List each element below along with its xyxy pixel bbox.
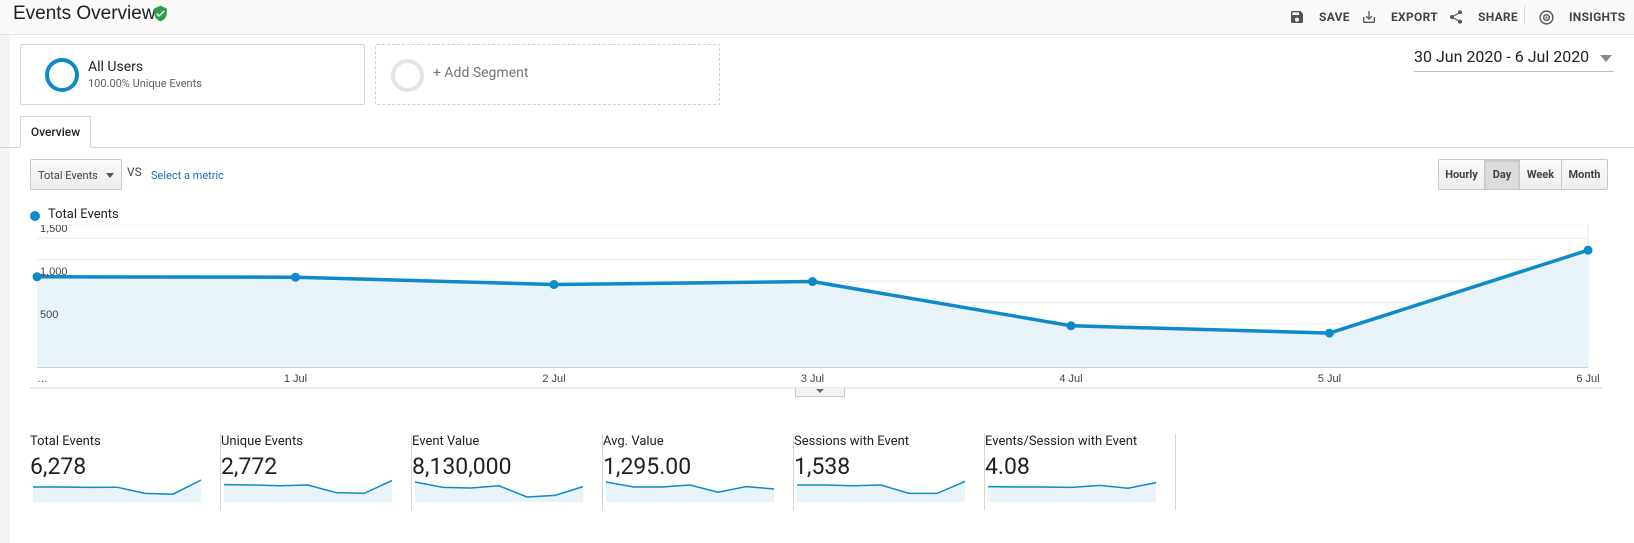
share-button[interactable]: SHARE [1448, 7, 1518, 27]
x-tick-label: … [37, 373, 48, 385]
y-tick-label: 500 [40, 309, 58, 321]
chart-collapse-handle[interactable] [795, 388, 845, 397]
metric-dropdown[interactable]: Total Events [30, 159, 122, 190]
scorecard-title: Event Value [412, 434, 480, 449]
scorecard-title: Sessions with Event [794, 434, 910, 449]
scorecard-value: 8,130,000 [412, 453, 512, 480]
scorecard[interactable]: Event Value 8,130,000 [412, 434, 603, 510]
scorecard-value: 6,278 [30, 453, 87, 480]
scorecard-sparkline [33, 479, 202, 502]
segment-name: All Users [88, 59, 144, 75]
segment-all-users[interactable]: All Users 100.00% Unique Events [20, 44, 365, 105]
data-point-4[interactable] [1066, 321, 1076, 331]
sparkline-line [223, 479, 393, 495]
chevron-down-icon [1600, 55, 1612, 62]
verified-shield-icon [154, 5, 167, 22]
sparkline-line [797, 480, 966, 495]
page-title: Events Overview [13, 3, 156, 24]
scorecard-title: Unique Events [221, 434, 303, 449]
scorecard-sparkline [414, 481, 584, 502]
insights-icon [1539, 9, 1554, 25]
tab-row-divider [0, 147, 1634, 148]
scorecard-value: 1,538 [794, 453, 851, 480]
segment-subtitle: 100.00% Unique Events [88, 77, 202, 90]
granularity-month[interactable]: Month [1561, 159, 1608, 190]
insights-button[interactable]: INSIGHTS [1538, 7, 1626, 27]
scorecard-title: Avg. Value [603, 434, 664, 449]
y-tick-label: 1,500 [40, 225, 68, 235]
chart-area-fill [37, 250, 1588, 367]
export-label: EXPORT [1391, 10, 1438, 24]
sparkline-line [605, 481, 775, 493]
chevron-down-icon [106, 173, 114, 178]
x-tick-label: 5 Jul [1318, 373, 1341, 385]
x-tick-label: 2 Jul [542, 373, 565, 385]
save-icon [1291, 11, 1303, 23]
insights-label: INSIGHTS [1569, 10, 1626, 24]
x-tick-label: 3 Jul [801, 373, 824, 385]
add-segment-label: + Add Segment [433, 65, 529, 81]
scorecard-sparkline [987, 481, 1157, 502]
date-range-picker[interactable]: 30 Jun 2020 - 6 Jul 2020 [1414, 46, 1614, 72]
legend-swatch [30, 211, 40, 221]
granularity-hourly[interactable]: Hourly [1438, 159, 1485, 190]
scorecard-sparkline [797, 480, 966, 502]
total-events-chart: 500 1,000 1,500 … 1 Jul 2 Jul 3 Jul 4 Jul 5 Jul… [30, 225, 1603, 389]
add-segment-button[interactable]: + Add Segment [375, 44, 720, 105]
granularity-week[interactable]: Week [1519, 159, 1562, 190]
segment-ring-icon [45, 58, 79, 92]
x-tick-label: 6 Jul [1576, 373, 1599, 385]
sparkline-area [33, 480, 201, 502]
vs-label: VS [127, 165, 142, 179]
data-point-6[interactable] [1583, 245, 1593, 255]
share-label: SHARE [1478, 10, 1518, 24]
granularity-day[interactable]: Day [1484, 159, 1520, 190]
sparkline-area [988, 482, 1156, 502]
metric-dropdown-value: Total Events [38, 169, 98, 182]
save-label: SAVE [1319, 10, 1350, 24]
data-point-1[interactable] [291, 272, 300, 282]
sparkline-line [33, 479, 202, 495]
sparkline-area [797, 481, 965, 502]
scorecard-title: Total Events [30, 434, 101, 449]
save-button[interactable]: SAVE [1289, 7, 1350, 27]
scorecard[interactable]: Avg. Value 1,295.00 [603, 434, 794, 510]
sparkline-line [414, 481, 584, 498]
select-metric-link[interactable]: Select a metric [151, 169, 224, 182]
y-tick-label: 1,000 [40, 266, 68, 278]
x-tick-label: 4 Jul [1059, 373, 1082, 385]
scorecard[interactable]: Events/Session with Event 4.08 [985, 434, 1176, 510]
scorecard-value: 2,772 [221, 453, 278, 480]
scorecard-value: 4.08 [985, 453, 1030, 480]
export-icon [1363, 11, 1375, 23]
x-tick-label: 1 Jul [284, 373, 307, 385]
scorecard[interactable]: Unique Events 2,772 [221, 434, 412, 510]
legend-label: Total Events [48, 207, 119, 222]
scorecard-sparkline [605, 481, 775, 502]
tab-overview[interactable]: Overview [20, 116, 91, 148]
date-range-text: 30 Jun 2020 - 6 Jul 2020 [1414, 47, 1590, 66]
export-button[interactable]: EXPORT [1361, 7, 1438, 27]
top-bar: Events Overview SAVE EXPORT SHARE INSIGH… [0, 0, 1634, 35]
scorecard[interactable]: Sessions with Event 1,538 [794, 434, 985, 510]
data-point-5[interactable] [1325, 328, 1334, 338]
chevron-down-icon [816, 389, 824, 393]
scorecard-value: 1,295.00 [603, 453, 692, 480]
data-point-2[interactable] [549, 280, 559, 290]
share-icon [1449, 10, 1462, 24]
add-segment-ring-icon [391, 59, 424, 92]
toolbar-divider [1524, 5, 1525, 25]
scorecard-sparkline [223, 479, 393, 502]
scorecard[interactable]: Total Events 6,278 [30, 434, 221, 510]
sparkline-line [987, 481, 1157, 489]
data-point-3[interactable] [808, 277, 817, 287]
data-point-0[interactable] [32, 272, 42, 282]
scorecard-title: Events/Session with Event [985, 434, 1138, 449]
sparkline-area [415, 482, 583, 502]
